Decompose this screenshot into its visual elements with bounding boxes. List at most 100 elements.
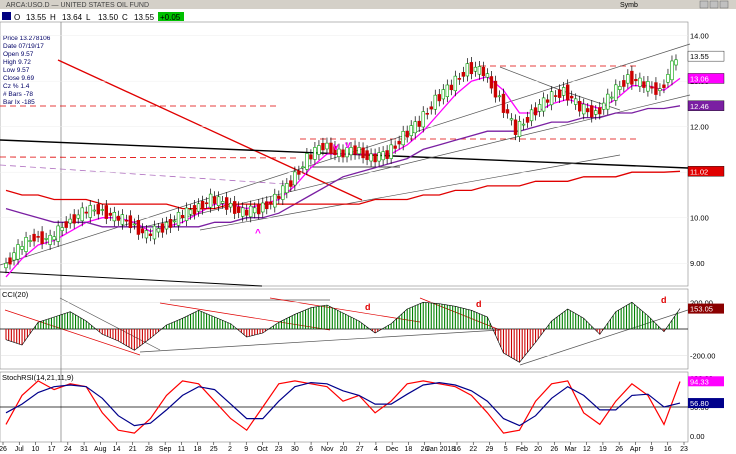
price-bar [16,244,20,260]
price-bar [622,80,626,87]
price-bar [245,209,249,216]
price-bar [124,219,129,222]
date-tick-label: Jan 2018 [426,446,455,453]
price-bar [208,193,213,208]
price-bar [509,118,514,121]
maximize-icon[interactable] [709,0,719,9]
ohlc-low-label: L [86,13,91,22]
chart-title: ARCA:USO.D — UNITED STATES OIL FUND [6,2,149,9]
price-bar [309,154,313,160]
stoch-lines [0,380,688,434]
price-bar [100,209,104,211]
ohlc-high: 13.64 [62,13,83,22]
date-tick-label: Oct [257,446,268,453]
date-tick-label: 18 [194,446,202,453]
price-bar [517,121,522,137]
price-bar [417,120,421,127]
series-line-ma_mid [5,105,681,228]
date-tick-label: 31 [80,446,88,453]
price-bar [92,209,96,212]
price-bar [421,111,425,128]
price-bar [136,220,141,235]
right-axis: 14.0013.0012.0011.0010.009.0013.5513.061… [687,32,725,441]
date-tick-label: 9 [244,446,248,453]
cci-tick-label: -200.00 [690,352,715,361]
cci-badge [688,303,724,314]
price-bar [573,98,578,105]
stoch-tick-label: 0.00 [690,432,705,441]
price-badge-label: 11.02 [690,167,708,176]
ohlc-low: 13.50 [98,13,119,22]
price-bar [634,79,638,82]
price-bar [148,233,153,236]
cci-line-1 [59,297,161,351]
price-bar [590,105,594,118]
price-bar [8,257,12,265]
price-bar [529,109,534,122]
price-bar [541,97,546,112]
price-bar [445,84,450,98]
price-bar [658,88,662,92]
stoch-badge [688,398,724,409]
price-bar [277,195,281,199]
date-tick-label: 22 [469,446,477,453]
price-bar [361,147,365,159]
info-cz: Cz % 1.4 [3,83,30,90]
price-bar [493,80,498,98]
price-bar [216,196,221,206]
price-bar [618,86,622,90]
cci-support-line [139,329,501,353]
ohlc-change: +0.05 [160,13,181,22]
price-bar [461,72,466,77]
date-tick-label: 20 [340,446,348,453]
symbol-menu[interactable]: Symb [620,2,638,9]
price-bar [429,106,433,110]
price-bar [409,125,413,137]
price-bar [457,78,462,80]
price-bar [321,142,325,151]
price-bar [232,201,237,214]
stoch-badge-label: 94.33 [690,377,709,386]
ohlc-open-label: O [14,13,20,22]
price-bar [204,202,209,205]
symbol-icon[interactable] [2,12,11,20]
price-bar [638,77,642,87]
price-bar [52,236,56,241]
price-bar [68,218,72,224]
purple-dashed-line [0,164,301,186]
date-tick-label: 26 [550,446,558,453]
cci-marker-d3: d [661,295,667,305]
ohlc-close: 13.55 [134,13,155,22]
stoch-fast-line [5,380,681,434]
date-tick-label: 16 [453,446,461,453]
price-bar [674,59,678,66]
stoch-badge-label: 56.80 [690,399,709,408]
ohlc-close-label: C [122,13,128,22]
price-bar [650,86,654,89]
info-barix: Bar Ix -185 [3,99,35,106]
date-tick-label: 19 [599,446,607,453]
date-tick-label: Aug [94,446,107,453]
price-badge [687,166,725,177]
price-bar [537,104,542,112]
price-bar [48,234,52,245]
stoch-label: StochRSI(14,21,11,9) [2,373,74,382]
minimize-icon[interactable] [699,0,709,9]
price-tick-label: 10.00 [690,214,709,223]
date-tick-label: 6 [309,446,313,453]
ohlc-open: 13.55 [26,13,47,22]
price-bar [598,107,602,115]
price-bar [84,211,88,214]
price-bar [285,183,289,194]
price-bar [505,109,510,114]
date-tick-label: 4 [374,446,378,453]
price-bar [116,215,121,221]
close-icon[interactable] [719,0,729,9]
price-bar [357,147,361,155]
price-bar [337,148,341,157]
price-bar [301,166,305,169]
price-tick-label: 12.00 [690,123,709,132]
price-bar [610,96,614,99]
date-tick-label: Nov [321,446,334,453]
price-tick-label: 14.00 [690,32,709,41]
